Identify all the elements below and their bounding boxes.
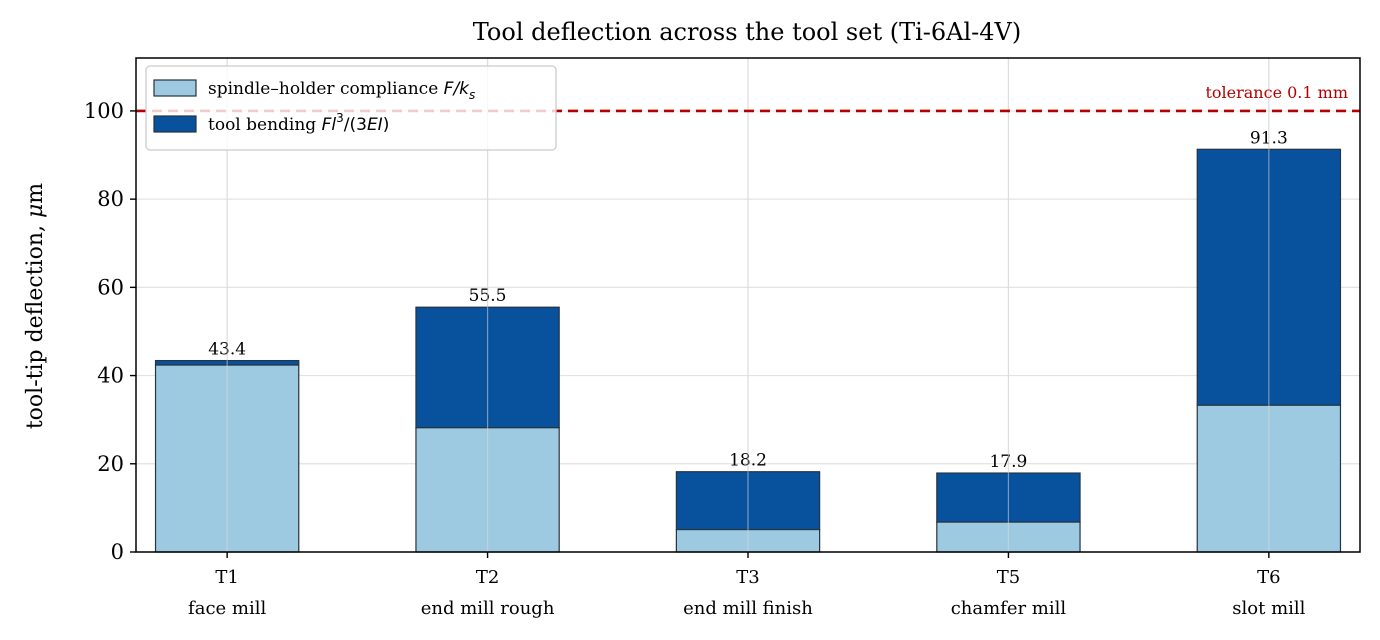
x-tick-code: T5	[997, 567, 1020, 588]
x-tick-code: T2	[476, 567, 499, 588]
tolerance-label: tolerance 0.1 mm	[1205, 83, 1348, 102]
y-tick-label: 0	[111, 540, 124, 564]
y-tick-label: 20	[97, 452, 124, 476]
axes: 0 20 40 60 80 100 T1 face mill T2 end mill rough T…	[84, 57, 1361, 619]
x-tick-name: end mill finish	[683, 598, 813, 619]
chart-title: Tool deflection across the tool set (Ti-…	[473, 18, 1021, 46]
legend-swatch-compliance	[153, 79, 197, 97]
x-tick-name: face mill	[188, 598, 266, 619]
x-tick-code: T1	[215, 567, 238, 588]
y-axis-label: tool-tip deflection, μm	[23, 183, 48, 429]
x-tick-code: T6	[1257, 567, 1280, 588]
x-tick-name: slot mill	[1232, 598, 1305, 619]
y-tick-label: 100	[84, 99, 124, 123]
legend: spindle–holder compliance F/ks tool bendi…	[145, 65, 557, 151]
legend-swatch-bending	[153, 115, 197, 133]
legend-label-compliance: spindle–holder compliance F/ks	[208, 79, 475, 102]
tolerance-line: tolerance 0.1 mm	[136, 83, 1360, 113]
legend-box	[145, 65, 557, 151]
y-tick-label: 80	[97, 187, 124, 211]
x-tick-name: end mill rough	[421, 598, 555, 619]
legend-label-bending: tool bending Fl3/(3EI)	[208, 111, 389, 135]
x-tick-name: chamfer mill	[951, 598, 1067, 619]
y-tick-label: 40	[97, 364, 124, 388]
y-tick-label: 60	[97, 275, 124, 299]
x-tick-code: T3	[736, 567, 759, 588]
